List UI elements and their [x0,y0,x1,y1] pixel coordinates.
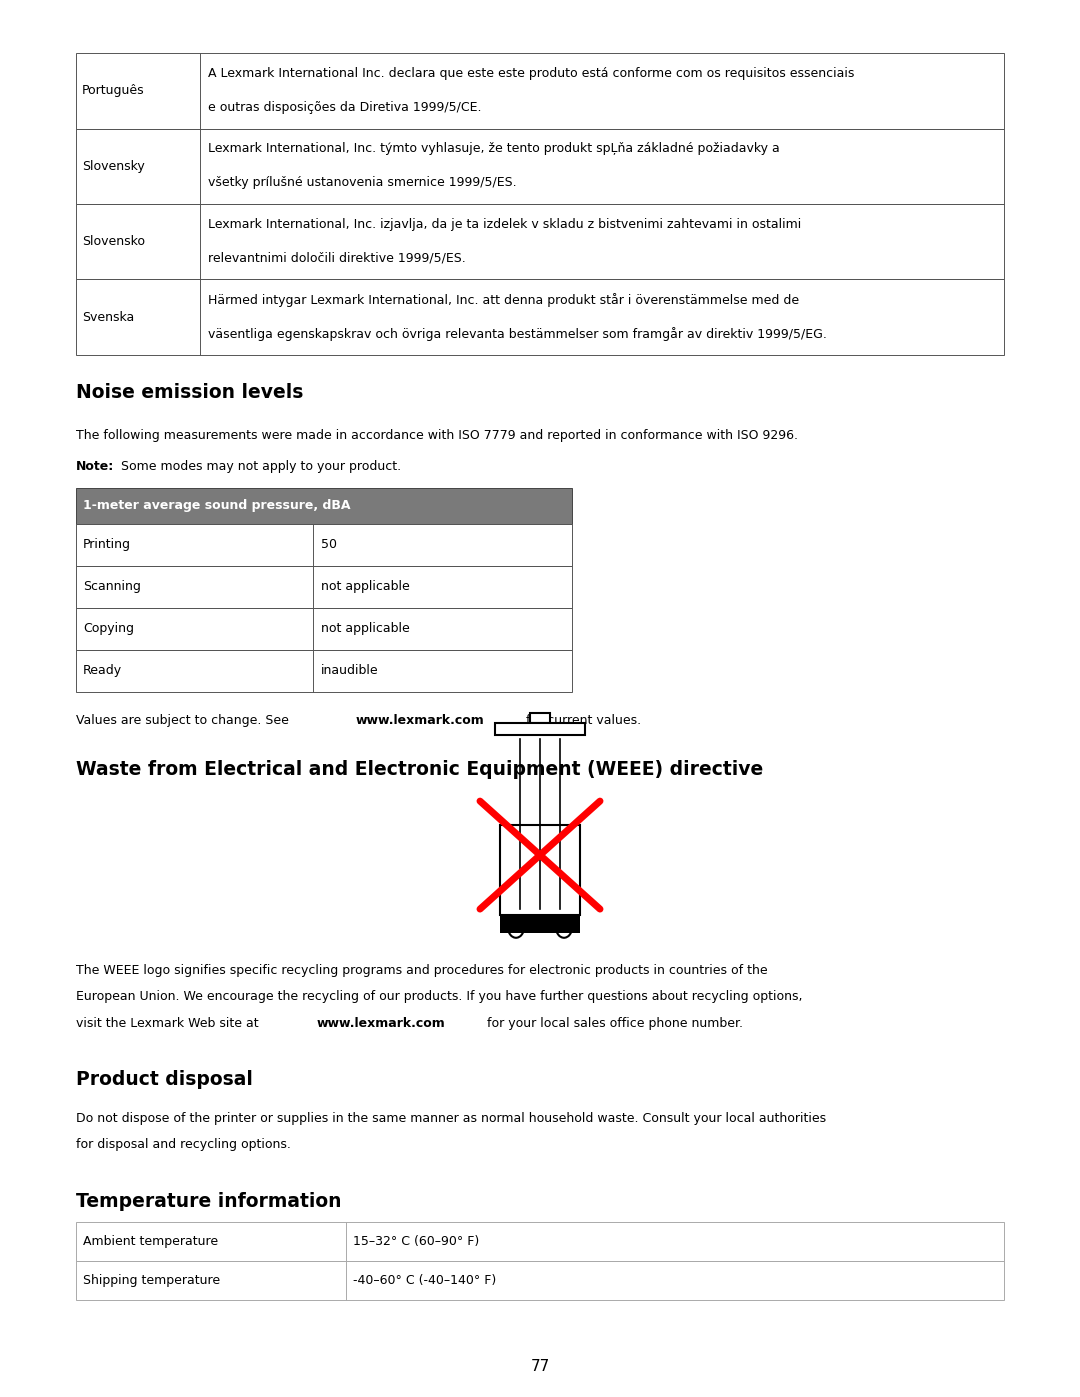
Bar [76,650,572,692]
Text: Slovensky: Slovensky [82,159,145,173]
Text: Copying: Copying [83,622,134,636]
Text: väsentliga egenskapskrav och övriga relevanta bestämmelser som framgår av direkt: väsentliga egenskapskrav och övriga rele… [208,327,827,341]
Text: Noise emission levels: Noise emission levels [76,383,303,402]
Text: European Union. We encourage the recycling of our products. If you have further : European Union. We encourage the recycli… [76,990,802,1003]
Text: 50: 50 [321,538,337,552]
Text: Lexmark International, Inc. izjavlja, da je ta izdelek v skladu z bistvenimi zah: Lexmark International, Inc. izjavlja, da… [208,218,801,231]
Bar [76,1261,1004,1301]
Text: Do not dispose of the printer or supplies in the same manner as normal household: Do not dispose of the printer or supplie… [76,1112,826,1125]
Text: A Lexmark International Inc. declara que este este produto está conforme com os : A Lexmark International Inc. declara que… [208,67,854,80]
Circle shape [508,916,524,937]
Text: e outras disposições da Diretiva 1999/5/CE.: e outras disposições da Diretiva 1999/5/… [208,101,482,115]
Bar [76,204,1004,279]
Text: for current values.: for current values. [522,714,640,726]
Text: 77: 77 [530,1359,550,1373]
Bar [76,129,1004,204]
Bar [76,608,572,650]
Bar [76,488,572,524]
Bar [76,524,572,566]
Text: Waste from Electrical and Electronic Equipment (WEEE) directive: Waste from Electrical and Electronic Equ… [76,760,762,780]
Text: not applicable: not applicable [321,622,409,636]
Circle shape [556,916,572,937]
Text: Shipping temperature: Shipping temperature [83,1274,220,1288]
Text: not applicable: not applicable [321,580,409,594]
Text: relevantnimi določili direktive 1999/5/ES.: relevantnimi določili direktive 1999/5/E… [208,251,467,265]
Bar [76,566,572,608]
Text: 15–32° C (60–90° F): 15–32° C (60–90° F) [353,1235,480,1249]
Text: Temperature information: Temperature information [76,1192,341,1211]
Bar [530,712,550,724]
Text: Ready: Ready [83,664,122,678]
Text: Lexmark International, Inc. týmto vyhlasuje, že tento produkt spĻňa základné pož: Lexmark International, Inc. týmto vyhlas… [208,142,780,155]
Text: -40–60° C (-40–140° F): -40–60° C (-40–140° F) [353,1274,497,1288]
Text: Some modes may not apply to your product.: Some modes may not apply to your product… [117,460,401,472]
Text: Printing: Printing [83,538,131,552]
Bar [76,1222,1004,1261]
Text: 1-meter average sound pressure, dBA: 1-meter average sound pressure, dBA [83,499,351,513]
Text: Values are subject to change. See: Values are subject to change. See [76,714,293,726]
Text: for your local sales office phone number.: for your local sales office phone number… [483,1017,743,1030]
Text: www.lexmark.com: www.lexmark.com [316,1017,445,1030]
Bar [76,279,1004,355]
Text: všetky prílušné ustanovenia smernice 1999/5/ES.: všetky prílušné ustanovenia smernice 199… [208,176,517,190]
Text: www.lexmark.com: www.lexmark.com [355,714,484,726]
Text: inaudible: inaudible [321,664,378,678]
Bar [500,826,580,915]
Text: Härmed intygar Lexmark International, Inc. att denna produkt står i överenstämme: Härmed intygar Lexmark International, In… [208,293,799,307]
Bar [495,724,585,735]
Bar [500,915,580,933]
Text: Slovensko: Slovensko [82,235,145,249]
Text: Svenska: Svenska [82,310,134,324]
Text: Note:: Note: [76,460,113,472]
Text: visit the Lexmark Web site at: visit the Lexmark Web site at [76,1017,262,1030]
Text: Ambient temperature: Ambient temperature [83,1235,218,1249]
Text: Product disposal: Product disposal [76,1070,253,1090]
Text: for disposal and recycling options.: for disposal and recycling options. [76,1139,291,1151]
Bar [76,53,1004,129]
Text: Scanning: Scanning [83,580,141,594]
Text: The WEEE logo signifies specific recycling programs and procedures for electroni: The WEEE logo signifies specific recycli… [76,964,767,977]
Text: Português: Português [82,84,145,98]
Text: The following measurements were made in accordance with ISO 7779 and reported in: The following measurements were made in … [76,429,798,441]
